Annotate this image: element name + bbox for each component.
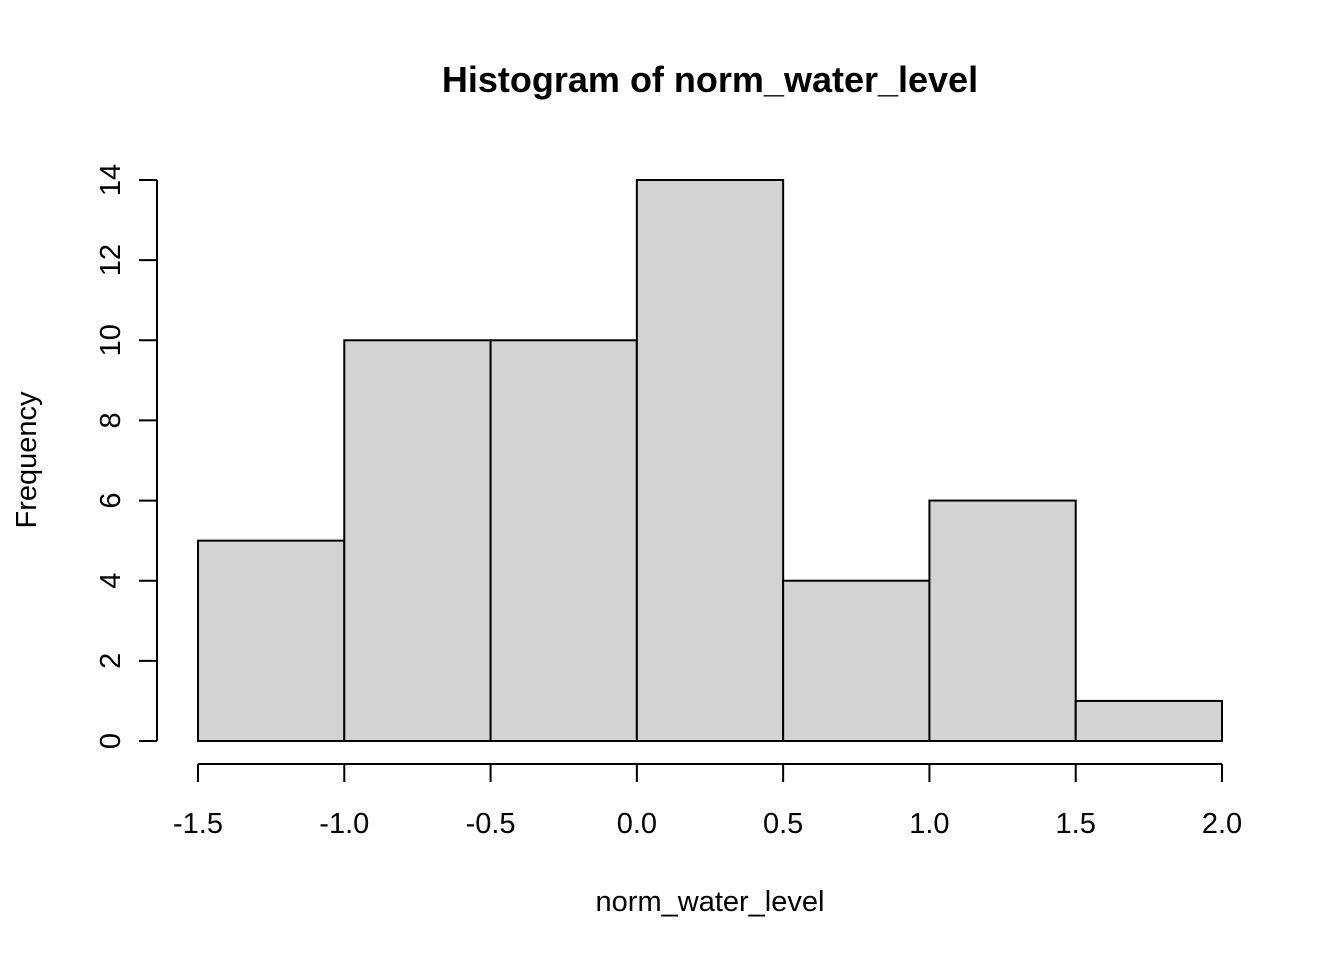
y-tick-label: 6 xyxy=(95,493,127,509)
y-tick-label: 12 xyxy=(95,244,127,276)
y-tick-label: 14 xyxy=(95,164,127,196)
y-axis: 0 2 4 6 8 10 12 14 xyxy=(95,164,158,749)
histogram-bar xyxy=(489,339,638,742)
histogram-bar xyxy=(635,179,785,742)
y-tick-label: 0 xyxy=(95,733,127,749)
y-tick-label: 8 xyxy=(95,412,127,428)
x-tick-label: 1.0 xyxy=(909,808,949,840)
histogram-bar xyxy=(197,539,346,743)
x-tick-label: -0.5 xyxy=(466,808,516,840)
x-tick-label: -1.0 xyxy=(319,808,369,840)
x-tick-label: -1.5 xyxy=(173,808,223,840)
histogram-bars xyxy=(197,179,1223,743)
histogram-bar xyxy=(782,579,931,743)
histogram-bar xyxy=(1074,699,1223,743)
histogram-bar xyxy=(928,499,1077,743)
x-tick-label: 2.0 xyxy=(1202,808,1242,840)
y-tick-label: 4 xyxy=(95,573,127,589)
y-tick-label: 10 xyxy=(95,324,127,356)
x-axis-title: norm_water_level xyxy=(596,886,825,918)
histogram-bar xyxy=(343,339,492,742)
y-tick-label: 2 xyxy=(95,653,127,669)
x-tick-label: 1.5 xyxy=(1056,808,1096,840)
x-tick-label: 0.5 xyxy=(763,808,803,840)
x-axis: -1.5 -1.0 -0.5 0.0 0.5 1.0 1.5 2.0 xyxy=(173,763,1242,840)
x-tick-label: 0.0 xyxy=(617,808,657,840)
y-axis-title: Frequency xyxy=(11,391,43,529)
chart-title: Histogram of norm_water_level xyxy=(442,59,978,100)
